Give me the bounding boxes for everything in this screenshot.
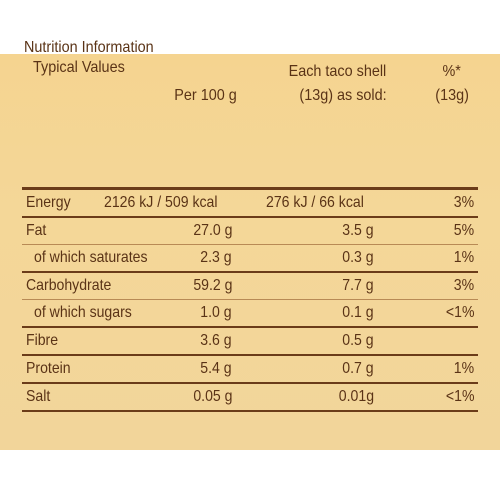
percent-value: 1% xyxy=(453,360,474,377)
row-label: of which sugars xyxy=(34,304,132,321)
per-shell-value: 276 kJ / 66 kcal xyxy=(266,194,364,211)
percent-value: 3% xyxy=(453,277,474,294)
row-energy: Energy 2126 kJ / 509 kcal 276 kJ / 66 kc… xyxy=(22,187,478,216)
per-100g-value: 59.2 g xyxy=(192,277,232,294)
title-line-1: Nutrition Information xyxy=(24,39,154,56)
percent-value: <1% xyxy=(445,304,474,321)
row-sugars: of which sugars 1.0 g 0.1 g <1% xyxy=(22,299,478,326)
each-shell-header-line-2: (13g) as sold: xyxy=(299,87,387,104)
row-label: of which saturates xyxy=(34,249,148,266)
per-100g-value: 3.6 g xyxy=(200,332,232,349)
per-100g-header: Per 100 g xyxy=(174,87,237,104)
percent-header-line-2: (13g) xyxy=(435,87,469,104)
per-100g-value: 1.0 g xyxy=(200,304,232,321)
row-label: Protein xyxy=(26,360,71,377)
per-100g-value: 2126 kJ / 509 kcal xyxy=(104,194,218,211)
row-label: Energy xyxy=(26,194,71,211)
per-100g-value: 27.0 g xyxy=(192,222,232,239)
row-label: Salt xyxy=(26,388,51,405)
nutrition-panel xyxy=(0,54,500,450)
per-shell-value: 0.5 g xyxy=(342,332,374,349)
percent-value: <1% xyxy=(445,388,474,405)
row-protein: Protein 5.4 g 0.7 g 1% xyxy=(22,354,478,382)
table-header: Nutrition Information Typical Values Per… xyxy=(24,38,476,156)
row-carbohydrate: Carbohydrate 59.2 g 7.7 g 3% xyxy=(22,271,478,299)
row-label: Carbohydrate xyxy=(26,277,112,294)
per-shell-value: 0.7 g xyxy=(342,360,374,377)
per-100g-value: 2.3 g xyxy=(200,249,232,266)
row-salt: Salt 0.05 g 0.01g <1% xyxy=(22,382,478,412)
row-fat: Fat 27.0 g 3.5 g 5% xyxy=(22,216,478,244)
per-shell-value: 3.5 g xyxy=(342,222,374,239)
per-shell-value: 0.3 g xyxy=(342,249,374,266)
per-100g-value: 0.05 g xyxy=(192,388,232,405)
per-100g-value: 5.4 g xyxy=(200,360,232,377)
per-shell-value: 0.1 g xyxy=(342,304,374,321)
row-label: Fat xyxy=(26,222,47,239)
percent-value: 3% xyxy=(453,194,474,211)
title-line-2: Typical Values xyxy=(33,59,125,76)
percent-value: 5% xyxy=(453,222,474,239)
row-label: Fibre xyxy=(26,332,59,349)
row-fibre: Fibre 3.6 g 0.5 g xyxy=(22,326,478,354)
nutrition-table: Energy 2126 kJ / 509 kcal 276 kJ / 66 kc… xyxy=(22,187,478,412)
per-shell-value: 0.01g xyxy=(338,388,374,405)
row-saturates: of which saturates 2.3 g 0.3 g 1% xyxy=(22,244,478,271)
per-shell-value: 7.7 g xyxy=(342,277,374,294)
each-shell-header-line-1: Each taco shell xyxy=(288,63,387,80)
percent-value: 1% xyxy=(453,249,474,266)
percent-header-line-1: %* xyxy=(442,63,461,80)
